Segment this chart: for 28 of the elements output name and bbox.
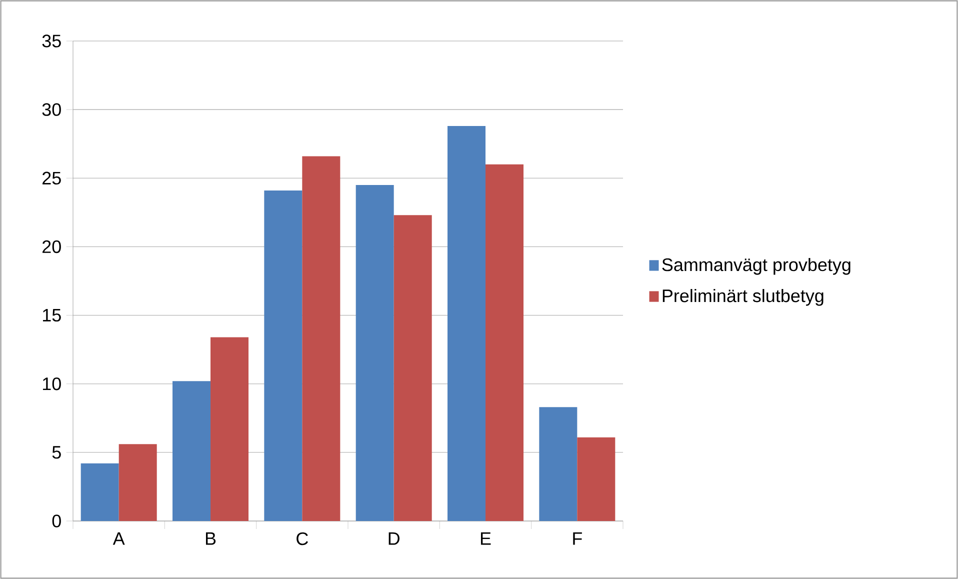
x-tick-label: B xyxy=(206,532,216,545)
x-tick-label: A xyxy=(112,532,125,545)
y-tick-label: 25 xyxy=(42,172,61,184)
bar xyxy=(539,407,578,521)
bar xyxy=(172,381,211,521)
x-tick-label: D xyxy=(388,532,400,545)
legend-label: Sammanvägt provbetyg xyxy=(662,258,850,275)
bar xyxy=(448,126,486,521)
bar xyxy=(486,164,524,521)
y-tick-label: 10 xyxy=(42,377,61,390)
y-tick-label: 5 xyxy=(52,446,61,459)
bar xyxy=(356,184,394,521)
bar xyxy=(210,337,249,521)
bar xyxy=(302,156,340,521)
y-tick-label: 35 xyxy=(42,34,61,48)
legend-label: Preliminärt slutbetyg xyxy=(662,288,824,306)
x-tick-label: F xyxy=(573,532,582,545)
bar xyxy=(264,190,302,521)
bar xyxy=(118,444,157,521)
y-tick-label: 30 xyxy=(42,103,61,116)
x-tick-label: E xyxy=(480,532,491,545)
bar xyxy=(394,215,432,521)
bar xyxy=(80,463,119,521)
y-tick-label: 15 xyxy=(42,309,61,322)
x-tick-label: C xyxy=(296,532,308,546)
y-tick-label: 0 xyxy=(52,514,61,528)
y-tick-label: 20 xyxy=(42,240,61,254)
bar xyxy=(577,437,616,521)
